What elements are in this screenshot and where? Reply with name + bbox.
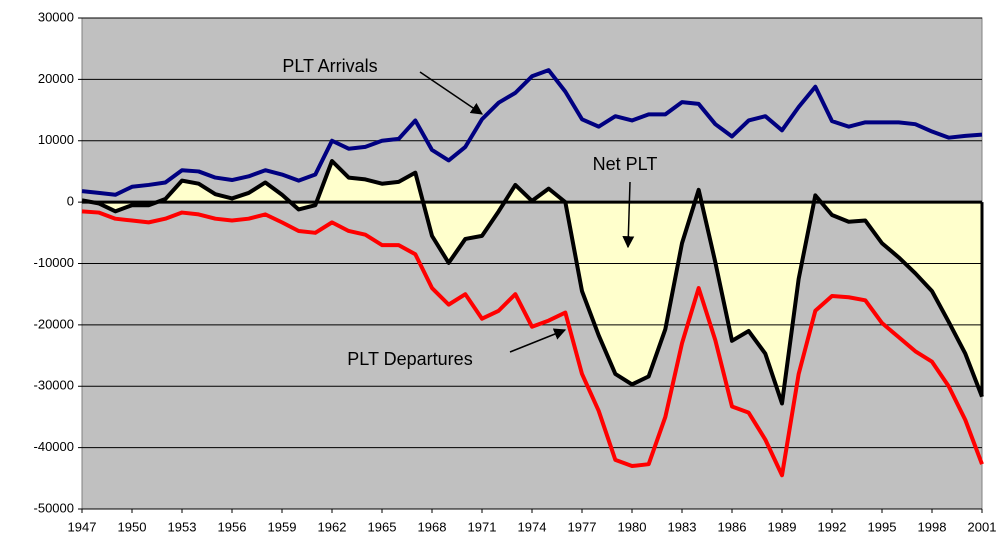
x-tick-label: 1959 bbox=[268, 519, 297, 534]
x-tick-label: 1968 bbox=[418, 519, 447, 534]
x-tick-label: 1974 bbox=[518, 519, 547, 534]
x-tick-label: 1956 bbox=[218, 519, 247, 534]
series-line bbox=[81, 209, 984, 478]
annotation-arrow bbox=[622, 181, 635, 249]
series-line bbox=[81, 159, 984, 406]
y-tick-label: 0 bbox=[67, 194, 74, 209]
y-tick-label: 20000 bbox=[38, 71, 74, 86]
x-tick-label: 1980 bbox=[618, 519, 647, 534]
net-area bbox=[82, 161, 982, 404]
x-tick-label: 2001 bbox=[968, 519, 997, 534]
y-tick-label: -50000 bbox=[34, 500, 74, 515]
y-tick-label: -30000 bbox=[34, 378, 74, 393]
x-tick-label: 1962 bbox=[318, 519, 347, 534]
x-tick-label: 1983 bbox=[668, 519, 697, 534]
x-tick-label: 1965 bbox=[368, 519, 397, 534]
y-tick-label: 10000 bbox=[38, 132, 74, 147]
x-tick-label: 1971 bbox=[468, 519, 497, 534]
x-tick-label: 1986 bbox=[718, 519, 747, 534]
y-tick-label: -40000 bbox=[34, 439, 74, 454]
x-tick-label: 1947 bbox=[68, 519, 97, 534]
y-tick-label: -20000 bbox=[34, 316, 74, 331]
x-tick-label: 1950 bbox=[118, 519, 147, 534]
x-tick-label: 1998 bbox=[918, 519, 947, 534]
y-tick-label: -10000 bbox=[34, 255, 74, 270]
annotation: PLT Departures bbox=[347, 349, 472, 369]
y-tick-label: 30000 bbox=[38, 9, 74, 24]
annotation: Net PLT bbox=[593, 154, 658, 174]
x-tick-label: 1953 bbox=[168, 519, 197, 534]
x-tick-label: 1995 bbox=[868, 519, 897, 534]
annotation-arrow bbox=[419, 71, 483, 115]
annotation-arrow bbox=[509, 328, 567, 353]
series-line bbox=[81, 68, 983, 197]
x-tick-label: 1992 bbox=[818, 519, 847, 534]
annotation: PLT Arrivals bbox=[282, 56, 377, 76]
x-tick-label: 1989 bbox=[768, 519, 797, 534]
x-tick-label: 1977 bbox=[568, 519, 597, 534]
